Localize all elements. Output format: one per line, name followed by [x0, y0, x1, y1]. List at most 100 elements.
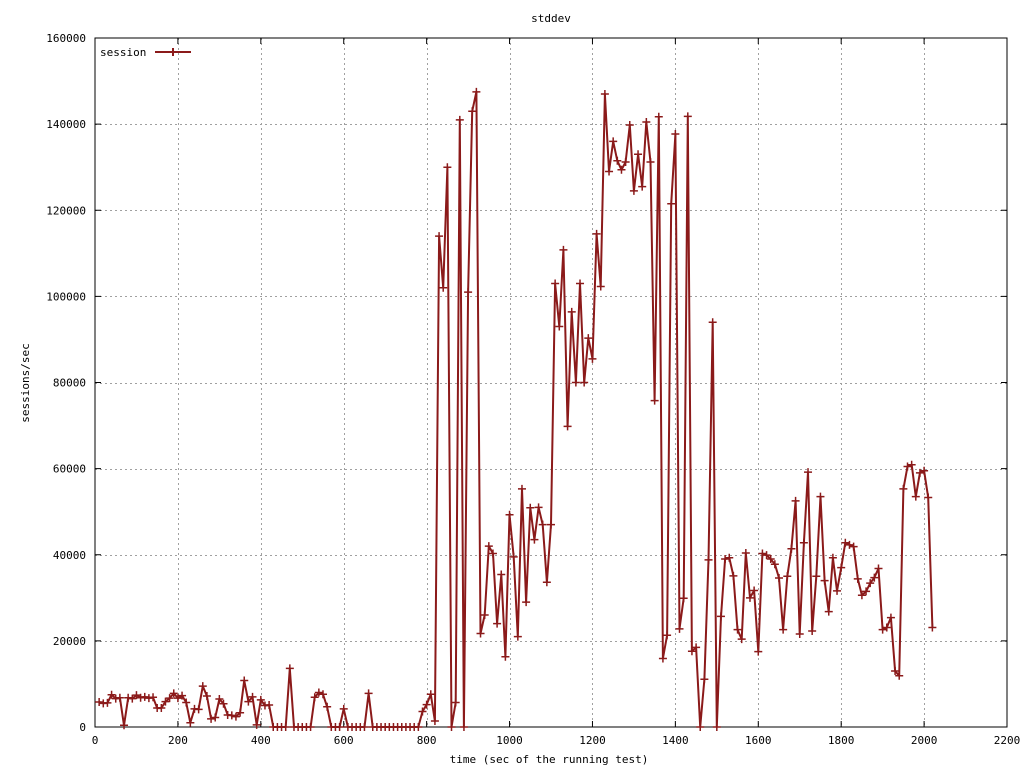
- data-point: [542, 578, 551, 587]
- x-tick-label: 1400: [662, 734, 689, 747]
- data-point: [236, 708, 245, 717]
- data-point: [646, 158, 655, 167]
- data-point: [617, 165, 626, 174]
- plot-frame: [94, 37, 1008, 728]
- data-point: [928, 623, 937, 632]
- y-tick-label: 20000: [53, 635, 86, 648]
- data-point: [642, 117, 651, 126]
- data-point: [629, 186, 638, 195]
- data-point: [157, 704, 166, 713]
- data-point: [555, 322, 564, 331]
- data-point: [853, 574, 862, 583]
- data-point: [816, 492, 825, 501]
- data-point: [658, 654, 667, 663]
- data-point: [493, 619, 502, 628]
- data-point: [783, 572, 792, 581]
- y-tick-label: 60000: [53, 463, 86, 476]
- data-point: [231, 712, 240, 721]
- x-tick-label: 1200: [579, 734, 606, 747]
- data-point: [609, 137, 618, 146]
- data-point: [281, 723, 290, 731]
- y-axis-label: sessions/sec: [19, 343, 32, 422]
- data-point: [704, 555, 713, 564]
- data-point: [795, 629, 804, 638]
- data-point: [306, 723, 315, 731]
- x-tick-label: 1600: [745, 734, 772, 747]
- data-point: [770, 560, 779, 569]
- data-point: [745, 593, 754, 602]
- data-point: [107, 690, 116, 699]
- data-point: [671, 130, 680, 139]
- y-tick-label: 120000: [46, 204, 86, 217]
- data-point: [169, 689, 178, 698]
- data-point: [484, 542, 493, 551]
- data-point: [476, 629, 485, 638]
- data-point: [547, 520, 555, 529]
- data-point: [650, 396, 659, 405]
- x-tick-label: 600: [334, 734, 354, 747]
- data-point: [111, 694, 120, 703]
- x-tick-label: 2200: [994, 734, 1021, 747]
- data-point: [613, 156, 622, 165]
- data-point: [319, 690, 327, 699]
- data-point: [323, 702, 332, 711]
- data-point: [634, 150, 643, 159]
- data-point: [708, 318, 717, 327]
- data-point: [198, 682, 207, 691]
- data-point: [335, 723, 344, 731]
- data-point: [596, 282, 605, 291]
- data-point: [791, 496, 800, 505]
- data-point: [712, 723, 721, 731]
- data-point: [808, 626, 817, 635]
- data-point: [194, 705, 203, 714]
- data-point: [625, 120, 634, 129]
- data-point: [435, 232, 444, 241]
- data-point: [149, 693, 158, 702]
- x-axis-label: time (sec of the running test): [450, 753, 649, 766]
- data-point: [750, 586, 759, 595]
- data-point: [820, 576, 829, 585]
- data-point: [497, 570, 506, 579]
- data-point: [430, 716, 439, 725]
- data-point: [870, 573, 879, 582]
- data-point: [285, 664, 294, 673]
- data-point: [841, 538, 850, 547]
- y-tick-label: 100000: [46, 290, 86, 303]
- data-point: [696, 723, 705, 731]
- data-point: [439, 283, 448, 292]
- data-point: [878, 625, 887, 634]
- data-point: [716, 612, 725, 621]
- data-point: [576, 279, 585, 288]
- data-point: [924, 493, 933, 502]
- data-point: [144, 694, 153, 703]
- data-point: [799, 538, 808, 547]
- data-point: [426, 690, 435, 699]
- x-tick-label: 200: [168, 734, 188, 747]
- data-point: [240, 676, 249, 685]
- data-point: [140, 692, 149, 701]
- data-point: [899, 484, 908, 493]
- data-point: [907, 460, 916, 469]
- data-point: [443, 163, 452, 172]
- data-point: [447, 723, 456, 731]
- x-tick-label: 1000: [496, 734, 523, 747]
- y-tick-label: 40000: [53, 549, 86, 562]
- data-point: [866, 579, 875, 588]
- data-point: [124, 693, 133, 702]
- data-point: [837, 563, 846, 572]
- data-point: [741, 549, 750, 558]
- data-point: [314, 688, 323, 697]
- data-point: [621, 158, 630, 167]
- data-point: [862, 587, 871, 596]
- data-point: [654, 112, 663, 121]
- data-point: [95, 698, 104, 707]
- data-point: [754, 647, 763, 656]
- data-point: [824, 607, 833, 616]
- data-point: [136, 693, 145, 702]
- data-point: [215, 695, 224, 704]
- data-point: [915, 468, 924, 477]
- x-tick-label: 2000: [911, 734, 938, 747]
- y-tick-label: 160000: [46, 32, 86, 45]
- data-point: [580, 378, 589, 387]
- data-point: [165, 694, 174, 703]
